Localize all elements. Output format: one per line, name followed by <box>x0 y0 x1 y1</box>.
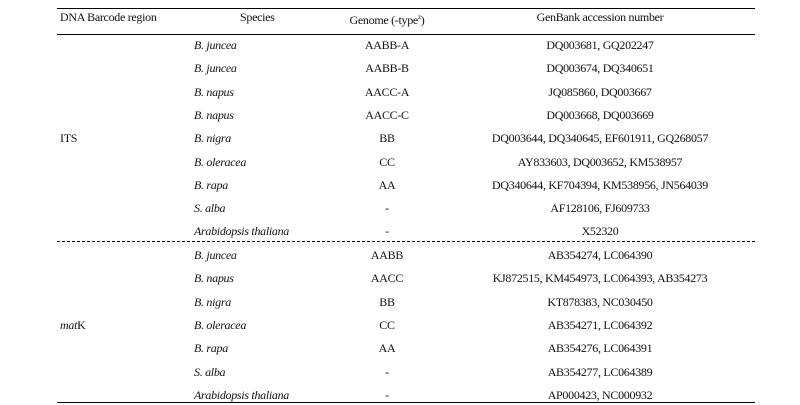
cell-species: B. juncea <box>194 38 237 52</box>
cell-genome: CC <box>379 154 395 169</box>
cell-accession: DQ003644, DQ340645, EF601911, GQ268057 <box>491 131 709 146</box>
region-label-text: K <box>77 317 86 332</box>
header-genome-text: Genome (-type <box>349 13 419 27</box>
cell-accession: DQ003668, DQ003669 <box>546 107 654 122</box>
header-rule <box>57 34 755 35</box>
bottom-rule <box>57 402 755 403</box>
region-label: matK <box>60 317 86 332</box>
cell-species: B. napus <box>194 271 234 286</box>
header-genome-close: ) <box>420 13 425 27</box>
cell-accession: AF128106, FJ609733 <box>550 201 650 216</box>
cell-species: S. alba <box>194 364 226 379</box>
cell-accession: AB354274, LC064390 <box>547 248 653 262</box>
cell-species: B. oleracea <box>194 154 247 169</box>
cell-species: B. nigra <box>194 294 231 309</box>
cell-genome: AACC-A <box>364 84 410 99</box>
cell-species: Arabidopsis thaliana <box>194 387 290 402</box>
cell-species: B. napus <box>194 84 234 99</box>
cell-accession: JQ085860, DQ003667 <box>548 84 652 99</box>
cell-genome: AACC-C <box>365 107 409 122</box>
cell-genome: BB <box>379 294 395 309</box>
cell-species: B. juncea <box>194 61 237 76</box>
cell-accession: AB354276, LC064391 <box>547 341 653 356</box>
cell-genome: AABB-B <box>365 61 409 76</box>
cell-genome: - <box>385 201 389 216</box>
group-divider <box>57 241 755 242</box>
cell-genome: AACC <box>370 271 404 286</box>
cell-accession: KT878383, NC030450 <box>547 294 653 309</box>
cell-accession: X52320 <box>581 224 619 239</box>
header-species: Species <box>240 10 275 24</box>
cell-genome: AA <box>378 177 396 192</box>
region-label: ITS <box>60 131 77 145</box>
region-label-text: ITS <box>60 131 78 146</box>
cell-accession: DQ003681, GQ202247 <box>546 38 654 52</box>
header-region: DNA Barcode region <box>60 10 157 24</box>
cell-accession: AP000423, NC000932 <box>547 387 653 402</box>
header-genome: Genome (-typez) <box>327 10 447 27</box>
cell-genome: AABB-A <box>364 38 410 52</box>
cell-genome: - <box>385 364 389 379</box>
region-label-italic: mat <box>60 317 78 332</box>
cell-genome: - <box>385 224 389 239</box>
cell-accession: DQ003674, DQ340651 <box>546 61 654 76</box>
header-genome-sup: z <box>417 13 421 21</box>
cell-genome: AA <box>378 341 396 356</box>
cell-genome: BB <box>379 131 395 146</box>
cell-accession: AB354277, LC064389 <box>547 364 653 379</box>
cell-accession: KJ872515, KM454973, LC064393, AB354273 <box>492 271 708 286</box>
cell-species: B. nigra <box>194 131 231 146</box>
cell-species: B. oleracea <box>194 317 247 332</box>
cell-accession: AB354271, LC064392 <box>547 317 653 332</box>
cell-species: Arabidopsis thaliana <box>194 224 290 239</box>
cell-species: B. rapa <box>194 341 228 356</box>
cell-accession: DQ340644, KF704394, KM538956, JN564039 <box>492 177 708 192</box>
cell-accession: AY833603, DQ003652, KM538957 <box>517 154 683 169</box>
cell-species: B. rapa <box>194 177 228 192</box>
header-accession: GenBank accession number <box>536 10 664 24</box>
cell-species: B. napus <box>194 107 234 122</box>
cell-genome: CC <box>379 317 395 332</box>
cell-species: B. juncea <box>194 248 237 262</box>
cell-genome: - <box>385 387 389 402</box>
top-rule <box>57 8 755 9</box>
cell-genome: AABB <box>370 248 404 262</box>
cell-species: S. alba <box>194 201 226 216</box>
